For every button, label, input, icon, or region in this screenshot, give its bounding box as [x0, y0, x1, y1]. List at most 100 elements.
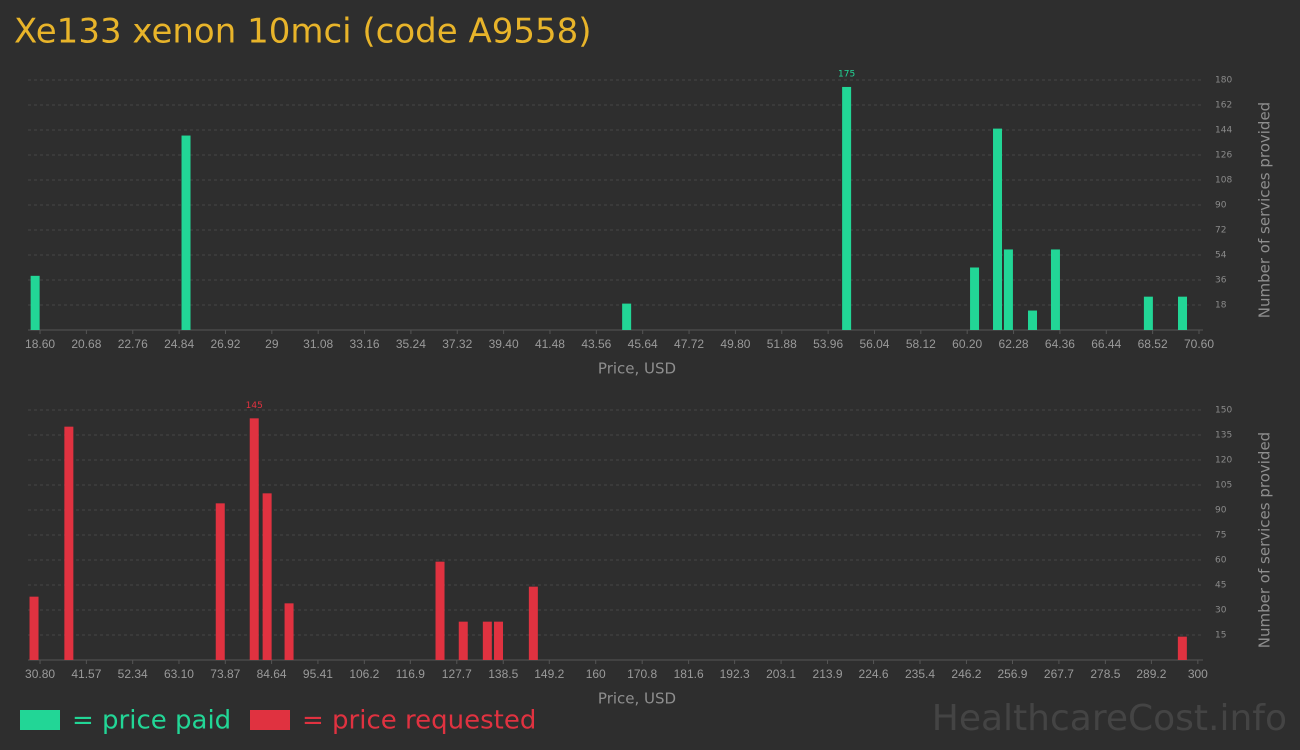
x-tick-label: 41.48: [535, 337, 565, 351]
x-tick-label: 149.2: [534, 667, 564, 681]
bar: [215, 503, 225, 660]
x-tick-label: 20.68: [71, 337, 101, 351]
x-tick-label: 47.72: [674, 337, 704, 351]
y-tick-label: 36: [1215, 276, 1227, 286]
y-tick-label: 15: [1215, 631, 1226, 641]
x-tick-label: 84.64: [257, 667, 287, 681]
y-axis-title: Number of services provided: [1256, 432, 1274, 648]
x-tick-label: 181.6: [674, 667, 704, 681]
x-tick-label: 45.64: [628, 337, 658, 351]
x-tick-label: 37.32: [442, 337, 472, 351]
y-tick-label: 54: [1215, 251, 1227, 261]
y-tick-label: 90: [1215, 506, 1227, 516]
bar: [494, 621, 504, 660]
y-tick-label: 150: [1215, 406, 1232, 416]
bar: [262, 493, 272, 660]
bar: [1050, 249, 1060, 330]
x-tick-label: 127.7: [442, 667, 472, 681]
bar: [842, 86, 852, 330]
y-tick-label: 108: [1215, 176, 1232, 186]
bar: [181, 135, 191, 330]
x-tick-label: 24.84: [164, 337, 194, 351]
x-tick-label: 68.52: [1138, 337, 1168, 351]
bar: [1177, 636, 1187, 660]
bar: [970, 267, 980, 330]
x-tick-label: 64.36: [1045, 337, 1075, 351]
y-tick-label: 75: [1215, 531, 1226, 541]
bar: [30, 275, 40, 330]
y-tick-label: 45: [1215, 581, 1226, 591]
x-tick-label: 95.41: [303, 667, 333, 681]
value-label: 175: [838, 69, 855, 79]
y-tick-label: 126: [1215, 151, 1232, 161]
y-tick-label: 18: [1215, 301, 1227, 311]
x-tick-label: 116.9: [396, 667, 425, 681]
x-tick-label: 66.44: [1091, 337, 1121, 351]
legend-swatch: [250, 710, 290, 730]
y-tick-label: 105: [1215, 481, 1232, 491]
x-tick-label: 39.40: [489, 337, 519, 351]
bar: [1177, 296, 1187, 330]
chart-title: Xe133 xenon 10mci (code A9558): [14, 12, 592, 52]
y-tick-label: 60: [1215, 556, 1227, 566]
y-tick-label: 120: [1215, 456, 1232, 466]
x-tick-label: 60.20: [952, 337, 982, 351]
x-tick-label: 138.5: [488, 667, 518, 681]
x-tick-label: 62.28: [999, 337, 1029, 351]
x-tick-label: 224.6: [859, 667, 889, 681]
bar: [458, 621, 468, 660]
watermark: HealthcareCost.info: [932, 698, 1287, 739]
x-tick-label: 203.1: [766, 667, 796, 681]
y-tick-label: 30: [1215, 606, 1227, 616]
x-tick-label: 170.8: [627, 667, 657, 681]
x-tick-label: 256.9: [997, 667, 1027, 681]
x-tick-label: 41.57: [71, 667, 101, 681]
bar: [482, 621, 492, 660]
bar: [1003, 249, 1013, 330]
x-axis-title: Price, USD: [598, 690, 676, 708]
y-tick-label: 180: [1215, 76, 1232, 86]
bar: [284, 603, 294, 660]
x-tick-label: 300: [1188, 667, 1208, 681]
x-tick-label: 73.87: [210, 667, 240, 681]
bar: [435, 561, 445, 660]
x-tick-label: 267.7: [1044, 667, 1074, 681]
legend-label: = price requested: [302, 706, 536, 736]
x-tick-label: 26.92: [210, 337, 240, 351]
y-tick-label: 135: [1215, 431, 1232, 441]
bar: [528, 586, 538, 660]
y-tick-label: 162: [1215, 101, 1232, 111]
value-label: 145: [246, 401, 263, 411]
x-tick-label: 106.2: [349, 667, 379, 681]
x-tick-label: 31.08: [303, 337, 333, 351]
y-tick-label: 144: [1215, 126, 1232, 136]
bar: [993, 128, 1003, 330]
x-tick-label: 56.04: [859, 337, 889, 351]
x-tick-label: 22.76: [118, 337, 148, 351]
x-tick-label: 235.4: [905, 667, 935, 681]
x-tick-label: 58.12: [906, 337, 936, 351]
x-tick-label: 53.96: [813, 337, 843, 351]
bar: [622, 303, 632, 330]
bar: [64, 426, 74, 660]
x-tick-label: 30.80: [25, 667, 55, 681]
bar: [29, 596, 39, 660]
bar: [249, 418, 259, 660]
x-tick-label: 160: [586, 667, 606, 681]
x-axis-title: Price, USD: [598, 360, 676, 378]
x-tick-label: 70.60: [1184, 337, 1214, 351]
x-tick-label: 29: [265, 337, 279, 351]
x-tick-label: 289.2: [1136, 667, 1166, 681]
x-tick-label: 35.24: [396, 337, 426, 351]
y-tick-label: 72: [1215, 226, 1226, 236]
x-tick-label: 51.88: [767, 337, 797, 351]
x-tick-label: 33.16: [350, 337, 380, 351]
x-tick-label: 52.34: [118, 667, 148, 681]
x-tick-label: 49.80: [720, 337, 750, 351]
x-tick-label: 246.2: [951, 667, 981, 681]
x-tick-label: 192.3: [720, 667, 750, 681]
x-tick-label: 63.10: [164, 667, 194, 681]
legend-swatch: [20, 710, 60, 730]
y-axis-title: Number of services provided: [1256, 102, 1274, 318]
